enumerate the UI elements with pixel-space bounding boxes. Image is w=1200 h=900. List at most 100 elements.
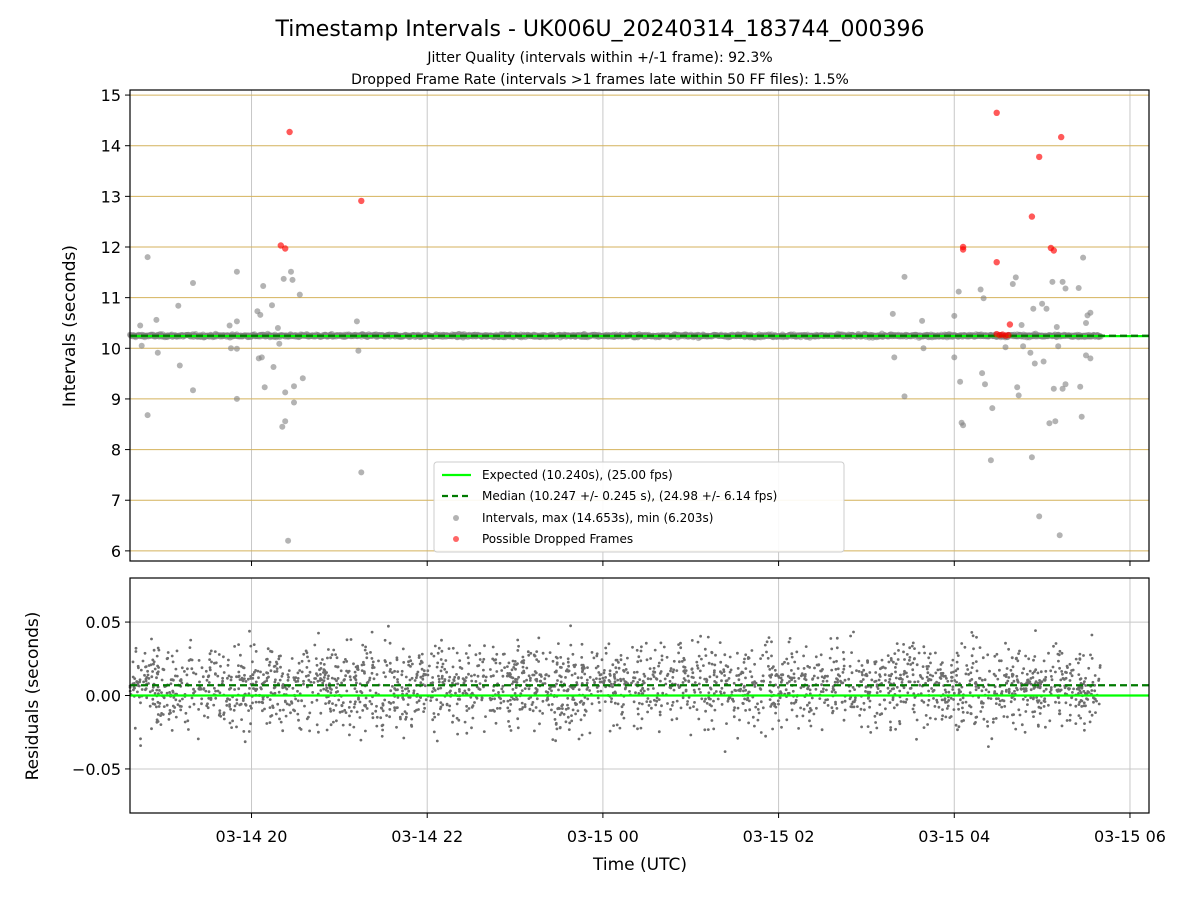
residual-point (1092, 696, 1095, 700)
residual-point (672, 668, 676, 672)
residual-point (725, 722, 728, 725)
residual-point (561, 707, 564, 710)
residual-point (613, 680, 617, 684)
residual-point (649, 700, 652, 704)
residual-point (148, 690, 152, 694)
residual-point (516, 717, 520, 721)
residual-point (959, 698, 962, 702)
residual-point (1007, 647, 1010, 651)
interval-outlier-point-80 (1059, 278, 1066, 285)
residual-point (401, 712, 404, 716)
residual-point (894, 727, 897, 731)
residual-point (481, 660, 485, 664)
residual-point (159, 723, 163, 726)
residual-point (631, 645, 634, 649)
residual-point (435, 665, 439, 669)
residual-point (401, 696, 405, 700)
residual-point (345, 689, 349, 693)
residual-point (423, 706, 426, 710)
residual-point (344, 711, 348, 714)
residual-point (1074, 698, 1078, 701)
residual-point (313, 643, 317, 647)
residual-point (261, 709, 264, 713)
residual-point (535, 650, 539, 653)
residual-point (257, 676, 260, 680)
residual-point (139, 744, 143, 747)
residual-point (645, 700, 649, 703)
residual-point (510, 668, 514, 672)
residual-point (913, 647, 916, 650)
residual-point (726, 665, 730, 669)
residual-point (481, 675, 485, 678)
residual-point (465, 709, 469, 712)
residual-point (394, 688, 398, 692)
residual-point (319, 711, 323, 715)
residual-point (447, 647, 451, 650)
residual-point (341, 710, 344, 713)
interval-outlier-point-11 (228, 345, 234, 352)
residual-point (794, 700, 798, 704)
residual-point (160, 691, 163, 694)
residual-point (354, 678, 358, 682)
residual-point (273, 691, 277, 695)
interval-outlier-point-59 (1009, 281, 1016, 287)
residual-point (132, 688, 135, 692)
residual-point (420, 667, 424, 671)
residual-point (580, 656, 584, 659)
residual-point (287, 675, 290, 679)
residual-point (889, 674, 892, 678)
residual-point (597, 701, 601, 704)
residual-point (781, 662, 784, 666)
residual-point (273, 664, 277, 668)
residual-point (319, 673, 322, 676)
residual-point (335, 719, 338, 723)
residual-point (995, 697, 998, 701)
residual-point (583, 666, 586, 670)
chart-title: Timestamp Intervals - UK006U_20240314_18… (275, 17, 925, 42)
residuals-panel: −0.050.000.05 03-14 20 03-14 22 03-15 00 03… (23, 577, 1166, 875)
residuals-ytick-label-2: 0.05 (85, 613, 121, 632)
residual-point (768, 680, 772, 684)
residual-point (272, 686, 276, 690)
residual-point (275, 667, 279, 670)
residual-point (761, 706, 765, 710)
residual-point (640, 645, 643, 649)
residual-point (804, 645, 808, 648)
residual-point (377, 659, 380, 663)
residual-point (892, 687, 895, 691)
dropped-frame-point-11 (1036, 153, 1043, 161)
residual-point (162, 668, 166, 672)
interval-outlier-point-83 (1062, 381, 1069, 388)
residual-point (247, 730, 251, 733)
residual-point (331, 702, 334, 705)
residual-point (634, 691, 637, 695)
residual-point (408, 678, 412, 682)
xtick-label-2: 03-15 00 (567, 827, 639, 846)
residual-point (379, 716, 383, 720)
residual-point (809, 724, 813, 728)
residual-point (681, 681, 685, 684)
residual-point (188, 646, 192, 649)
dropped-frame-point-10 (1028, 213, 1036, 220)
residual-point (300, 659, 304, 663)
residual-point (1070, 669, 1073, 672)
residual-point (353, 687, 357, 690)
residual-point (192, 702, 196, 706)
residual-point (1077, 714, 1081, 717)
residual-point (835, 636, 839, 640)
residual-point (576, 676, 580, 680)
residual-point (704, 654, 708, 657)
residual-point (531, 673, 535, 677)
residual-point (555, 669, 558, 673)
residual-point (324, 683, 328, 687)
residual-point (509, 729, 513, 732)
interval-outlier-point-31 (288, 268, 294, 275)
residual-point (923, 651, 926, 655)
residual-point (218, 691, 222, 695)
residual-point (332, 720, 335, 724)
residual-point (1042, 659, 1046, 663)
residual-point (747, 690, 751, 694)
residual-point (588, 689, 591, 692)
residual-point (567, 669, 571, 673)
residual-point (889, 657, 893, 660)
